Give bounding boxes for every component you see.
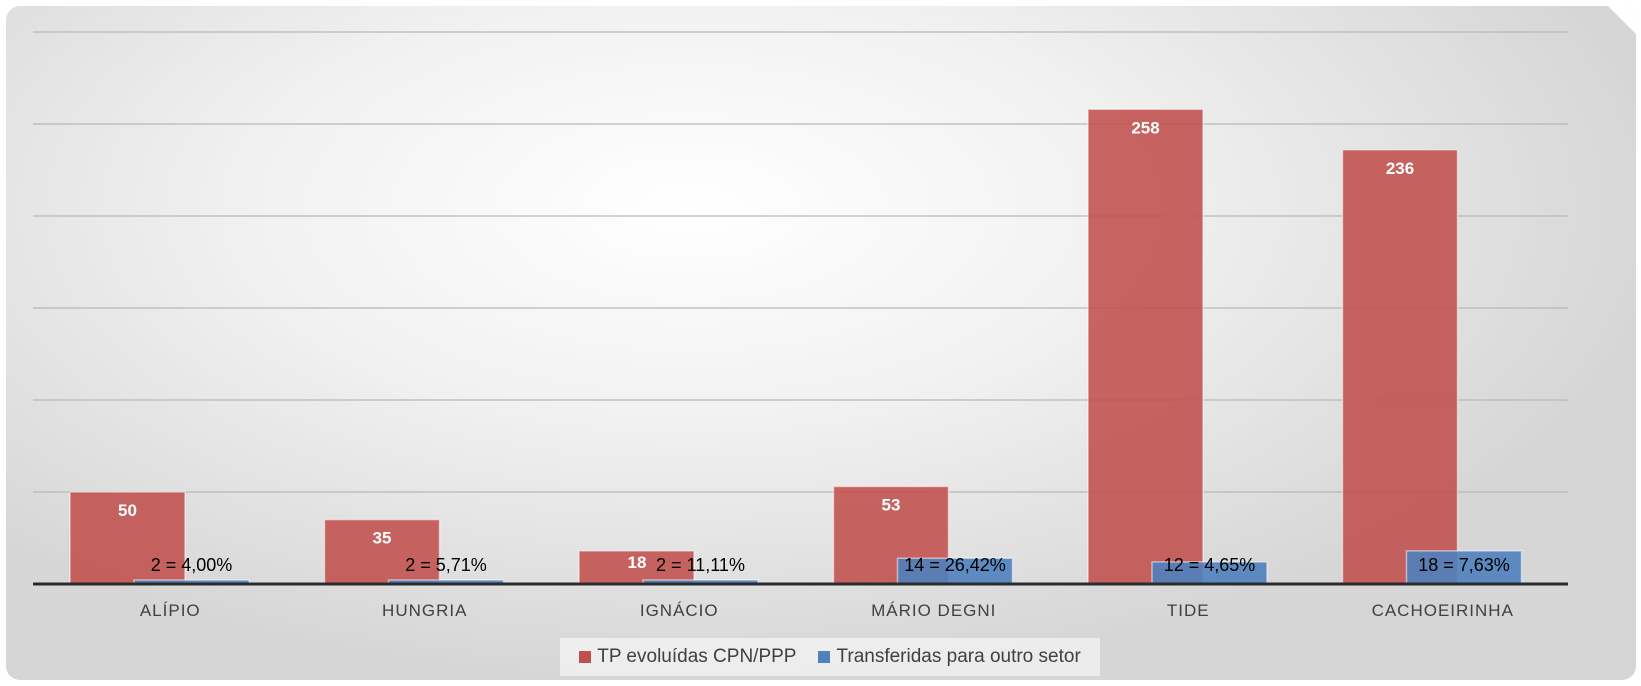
data-label-transferidas: 2 = 4,00% xyxy=(151,555,233,575)
data-label-transferidas: 2 = 5,71% xyxy=(405,555,487,575)
bar-tp-evoluidas xyxy=(323,518,441,585)
x-tick-label: ALÍPIO xyxy=(140,601,201,620)
chart-legend: TP evoluídas CPN/PPP Transferidas para o… xyxy=(560,638,1100,676)
x-tick-label: CACHOEIRINHA xyxy=(1372,601,1514,620)
legend-label-transferidas: Transferidas para outro setor xyxy=(836,646,1081,667)
legend-item-transferidas: Transferidas para outro setor xyxy=(818,646,1081,668)
bar-tp-evoluidas xyxy=(69,491,186,585)
data-label-transferidas: 12 = 4,65% xyxy=(1164,555,1256,575)
data-label-tp-evoluidas: 35 xyxy=(373,529,392,548)
x-tick-label: MÁRIO DEGNI xyxy=(871,601,996,620)
data-label-tp-evoluidas: 18 xyxy=(628,553,647,572)
bar-tp-evoluidas xyxy=(1087,108,1204,585)
data-label-tp-evoluidas: 53 xyxy=(882,495,901,514)
page-curl-decoration xyxy=(1608,6,1636,34)
data-label-transferidas: 14 = 26,42% xyxy=(904,555,1006,575)
legend-swatch-red xyxy=(579,651,592,663)
bar-tp-evoluidas xyxy=(578,550,695,585)
data-label-tp-evoluidas: 50 xyxy=(118,501,137,520)
x-tick-label: IGNÁCIO xyxy=(640,601,719,620)
x-tick-label: TIDE xyxy=(1167,601,1210,620)
x-tick-label: HUNGRIA xyxy=(382,601,467,620)
data-label-tp-evoluidas: 236 xyxy=(1386,159,1414,178)
data-label-transferidas: 18 = 7,63% xyxy=(1418,555,1510,575)
bar-transferidas xyxy=(896,557,1014,585)
legend-swatch-blue xyxy=(818,651,831,663)
data-label-tp-evoluidas: 258 xyxy=(1131,118,1159,137)
legend-item-tp-evoluidas: TP evoluídas CPN/PPP xyxy=(579,646,796,668)
bar-tp-evoluidas xyxy=(1341,149,1459,585)
data-label-transferidas: 2 = 11,11% xyxy=(656,555,745,575)
legend-label-tp-evoluidas: TP evoluídas CPN/PPP xyxy=(597,646,797,667)
